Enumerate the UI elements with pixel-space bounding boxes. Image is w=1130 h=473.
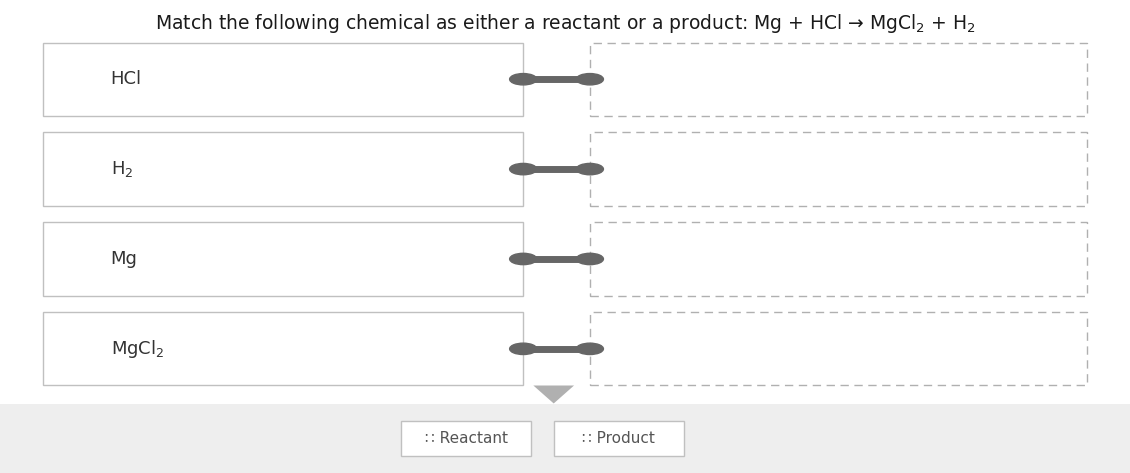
Text: H$_2$: H$_2$ xyxy=(111,159,133,179)
Circle shape xyxy=(510,343,537,355)
FancyBboxPatch shape xyxy=(590,132,1087,206)
Text: Match the following chemical as either a reactant or a product: Mg + HCl → MgCl$: Match the following chemical as either a… xyxy=(155,12,975,35)
Text: ∷ Reactant: ∷ Reactant xyxy=(425,431,507,446)
FancyBboxPatch shape xyxy=(43,132,523,206)
Text: MgCl$_2$: MgCl$_2$ xyxy=(111,338,164,360)
FancyBboxPatch shape xyxy=(0,404,1130,473)
FancyBboxPatch shape xyxy=(590,222,1087,296)
Circle shape xyxy=(510,74,537,85)
FancyBboxPatch shape xyxy=(590,43,1087,116)
Circle shape xyxy=(576,164,603,175)
Text: HCl: HCl xyxy=(111,70,142,88)
Text: ∷ Product: ∷ Product xyxy=(582,431,655,446)
FancyBboxPatch shape xyxy=(401,421,531,456)
Polygon shape xyxy=(533,385,574,403)
Circle shape xyxy=(510,164,537,175)
Text: Mg: Mg xyxy=(111,250,138,268)
FancyBboxPatch shape xyxy=(43,312,523,385)
Circle shape xyxy=(510,254,537,265)
Circle shape xyxy=(576,74,603,85)
FancyBboxPatch shape xyxy=(43,43,523,116)
FancyBboxPatch shape xyxy=(590,312,1087,385)
FancyBboxPatch shape xyxy=(43,222,523,296)
Circle shape xyxy=(576,343,603,355)
FancyBboxPatch shape xyxy=(554,421,684,456)
Circle shape xyxy=(576,254,603,265)
